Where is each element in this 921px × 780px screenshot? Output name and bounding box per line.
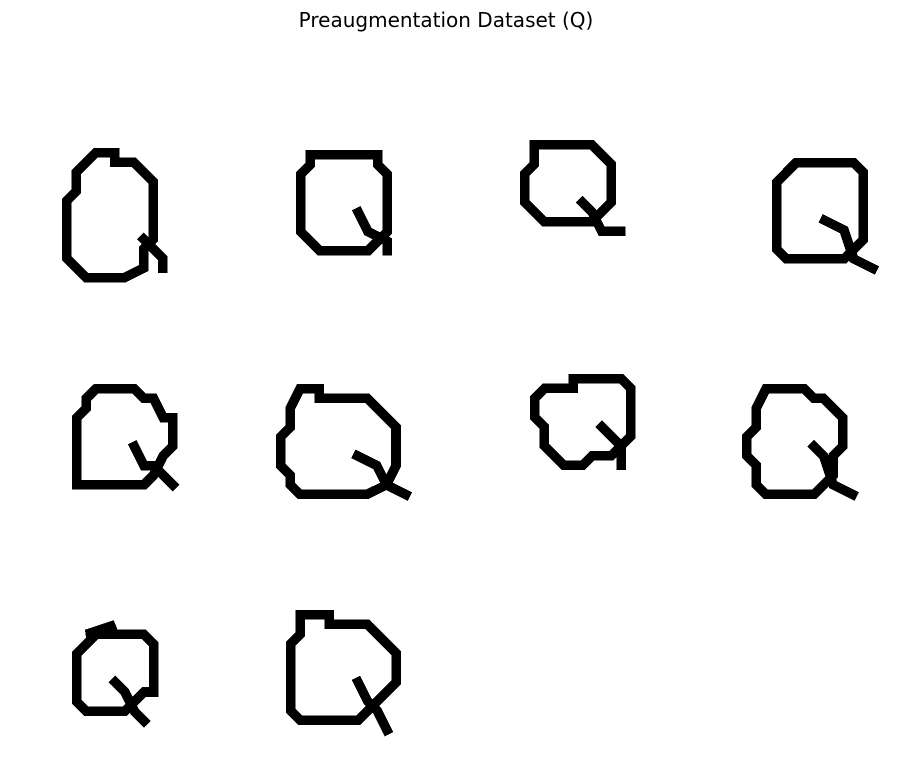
glyph-q-9 [72,620,159,728]
glyph-tail-stroke [575,195,626,236]
figure-title: Preaugmentation Dataset (Q) [298,8,594,32]
glyph-tail-stroke [351,675,394,737]
glyph-tail-stroke [351,205,392,256]
sample-image-7 [530,374,680,524]
sample-image-8 [742,384,892,534]
glyph-q-1 [62,148,168,283]
glyph-loop-stroke [72,620,159,716]
glyph-loop-stroke [286,610,402,726]
sample-image-4 [772,158,921,308]
glyph-tail-stroke [595,420,626,470]
glyph-loop-stroke [296,150,392,256]
sample-image-6 [276,384,426,534]
glyph-tail-stroke [807,439,859,501]
glyph-q-7 [530,374,636,470]
glyph-loop-stroke [72,384,178,490]
glyph-q-8 [742,384,859,501]
glyph-loop-stroke [520,140,616,227]
sample-image-2 [296,150,446,300]
sample-image-10 [286,610,436,760]
glyph-loop-stroke [742,384,848,500]
sample-image-1 [62,148,212,298]
glyph-q-4 [772,158,880,275]
glyph-q-3 [520,140,626,236]
glyph-q-5 [72,384,180,492]
glyph-loop-stroke [530,374,636,470]
sample-image-9 [72,620,222,770]
sample-image-3 [520,140,670,290]
glyph-tail-stroke [108,675,151,728]
glyph-q-6 [276,384,413,501]
glyph-loop-stroke [772,158,868,264]
glyph-tail-stroke [127,439,180,492]
glyph-q-2 [296,150,392,256]
glyph-loop-stroke [276,384,401,500]
glyph-loop-stroke [62,148,158,283]
glyph-q-10 [286,610,402,737]
glyph-tail-stroke [136,232,168,273]
sample-image-5 [72,384,222,534]
glyph-tail-stroke [351,449,413,501]
glyph-tail-stroke [818,213,880,275]
